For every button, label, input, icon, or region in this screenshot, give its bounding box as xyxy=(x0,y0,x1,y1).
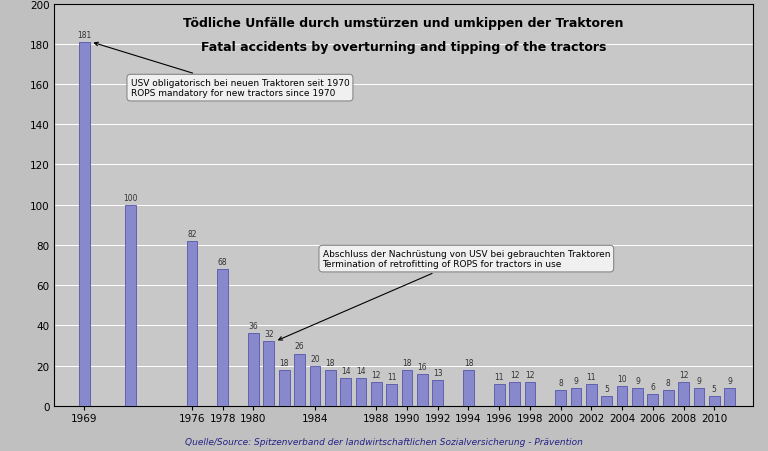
Text: Fatal accidents by overturning and tipping of the tractors: Fatal accidents by overturning and tippi… xyxy=(200,41,606,54)
Text: 14: 14 xyxy=(341,366,350,375)
Text: 12: 12 xyxy=(525,370,535,379)
Bar xyxy=(217,269,228,406)
Text: 12: 12 xyxy=(679,370,688,379)
Text: 9: 9 xyxy=(635,376,640,385)
Bar xyxy=(494,384,505,406)
Text: 18: 18 xyxy=(280,358,289,367)
Bar xyxy=(417,374,428,406)
Bar xyxy=(463,370,474,406)
Bar xyxy=(647,394,658,406)
Text: 6: 6 xyxy=(650,382,655,391)
Bar xyxy=(402,370,412,406)
Text: 5: 5 xyxy=(604,384,609,393)
Text: 20: 20 xyxy=(310,354,319,363)
Text: 18: 18 xyxy=(402,358,412,367)
Text: 68: 68 xyxy=(218,258,227,267)
Text: 32: 32 xyxy=(264,330,273,339)
Text: 26: 26 xyxy=(295,342,304,351)
Bar xyxy=(663,390,674,406)
Text: Tödliche Unfälle durch umstürzen und umkippen der Traktoren: Tödliche Unfälle durch umstürzen und umk… xyxy=(183,17,624,29)
Text: 36: 36 xyxy=(249,322,258,331)
Bar xyxy=(432,380,443,406)
Bar xyxy=(310,366,320,406)
Bar xyxy=(263,342,274,406)
Text: 181: 181 xyxy=(78,31,91,40)
Bar xyxy=(509,382,520,406)
Text: 13: 13 xyxy=(433,368,442,377)
Bar xyxy=(678,382,689,406)
Bar xyxy=(525,382,535,406)
Bar xyxy=(187,241,197,406)
Text: Abschluss der Nachrüstung von USV bei gebrauchten Traktoren
Termination of retro: Abschluss der Nachrüstung von USV bei ge… xyxy=(279,249,610,341)
Bar xyxy=(279,370,290,406)
Bar xyxy=(586,384,597,406)
Bar xyxy=(79,43,90,406)
Bar xyxy=(340,378,351,406)
Bar xyxy=(125,205,136,406)
Bar xyxy=(555,390,566,406)
Text: 5: 5 xyxy=(712,384,717,393)
Text: 82: 82 xyxy=(187,230,197,238)
Text: USV obligatorisch bei neuen Traktoren seit 1970
ROPS mandatory for new tractors : USV obligatorisch bei neuen Traktoren se… xyxy=(94,43,349,98)
Text: 100: 100 xyxy=(124,193,137,202)
Bar xyxy=(248,334,259,406)
Text: 8: 8 xyxy=(666,378,670,387)
Text: 9: 9 xyxy=(697,376,701,385)
Text: 11: 11 xyxy=(387,372,396,381)
Bar xyxy=(386,384,397,406)
Text: 12: 12 xyxy=(510,370,519,379)
Bar xyxy=(617,386,627,406)
Text: 18: 18 xyxy=(326,358,335,367)
Bar xyxy=(294,354,305,406)
Bar xyxy=(632,388,643,406)
Bar xyxy=(571,388,581,406)
Bar xyxy=(325,370,336,406)
Text: 18: 18 xyxy=(464,358,473,367)
Text: Quelle/Source: Spitzenverband der landwirtschaftlichen Sozialversicherung - Präv: Quelle/Source: Spitzenverband der landwi… xyxy=(185,437,583,446)
Bar xyxy=(371,382,382,406)
Text: 9: 9 xyxy=(727,376,732,385)
Text: 11: 11 xyxy=(587,372,596,381)
Text: 8: 8 xyxy=(558,378,563,387)
Bar xyxy=(601,396,612,406)
Text: 10: 10 xyxy=(617,374,627,383)
Bar xyxy=(356,378,366,406)
Bar xyxy=(709,396,720,406)
Text: 14: 14 xyxy=(356,366,366,375)
Text: 11: 11 xyxy=(495,372,504,381)
Text: 12: 12 xyxy=(372,370,381,379)
Text: 16: 16 xyxy=(418,362,427,371)
Bar xyxy=(724,388,735,406)
Text: 9: 9 xyxy=(574,376,578,385)
Bar xyxy=(694,388,704,406)
